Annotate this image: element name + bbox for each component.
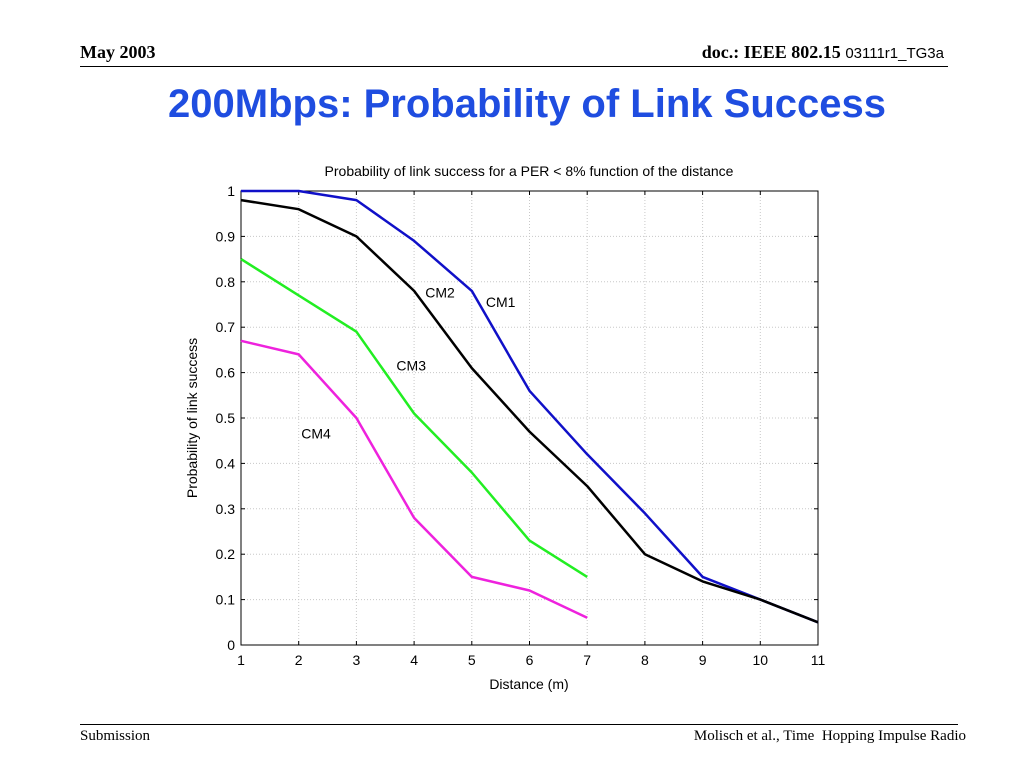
y-tick-label: 0.7 [216,319,236,335]
x-tick-label: 1 [237,652,245,668]
series-label-cm2: CM2 [425,285,455,301]
y-tick-label: 0 [227,637,235,653]
x-tick-label: 11 [811,652,826,668]
y-axis-label: Probability of link success [184,338,200,498]
series-line-cm1 [241,189,819,624]
series-label-cm1: CM1 [486,294,516,310]
x-tick-label: 9 [699,652,707,668]
doc-prefix: doc.: IEEE 802.15 [701,42,841,62]
x-tick-label: 3 [353,652,361,668]
chart-title: Probability of link success for a PER < … [325,163,734,179]
y-tick-label: 0.1 [216,592,236,608]
y-tick-label: 1 [227,183,235,199]
x-tick-label: 7 [583,652,591,668]
x-tick-label: 10 [753,652,769,668]
x-tick-label: 5 [468,652,476,668]
footer-submission: Submission [80,728,151,744]
series-line-cm4 [240,339,588,619]
y-tick-label: 0.4 [216,455,236,471]
slide-title: 200Mbps: Probability of Link Success [168,82,886,126]
series-line-cm2 [240,198,819,624]
x-tick-label: 4 [410,652,418,668]
grid [240,190,819,646]
x-tick-label: 6 [526,652,534,668]
y-tick-label: 0.3 [216,501,236,517]
header-date: May 2003 [80,42,156,62]
footer-authors: Molisch et al., Time Hopping Impulse Rad… [693,728,966,744]
header-rule [80,66,948,67]
header-doc-id: doc.: IEEE 802.15 03111r1_TG3a [702,42,944,63]
y-tick-label: 0.9 [216,228,236,244]
x-axis-label: Distance (m) [489,676,568,692]
footer-rule [80,724,958,725]
series-line-cm3 [240,258,588,578]
series-label-cm4: CM4 [301,425,331,441]
y-tick-label: 0.5 [216,410,236,426]
x-tick-label: 2 [295,652,303,668]
y-tick-label: 0.6 [216,365,236,381]
doc-number: 03111r1_TG3a [845,45,944,62]
x-tick-label: 8 [641,652,649,668]
series-labels: CM1 CM2 CM3 CM4 [301,285,515,442]
axis-ticks: 1 2 3 4 5 6 7 8 9 10 11 0 0.1 0.2 0.3 0.4 0.5 0.6 0.7 0.8 0.… [216,183,826,668]
y-tick-label: 0.8 [216,274,236,290]
y-tick-label: 0.2 [216,546,236,562]
series-label-cm3: CM3 [396,357,426,373]
series-lines [240,189,819,624]
